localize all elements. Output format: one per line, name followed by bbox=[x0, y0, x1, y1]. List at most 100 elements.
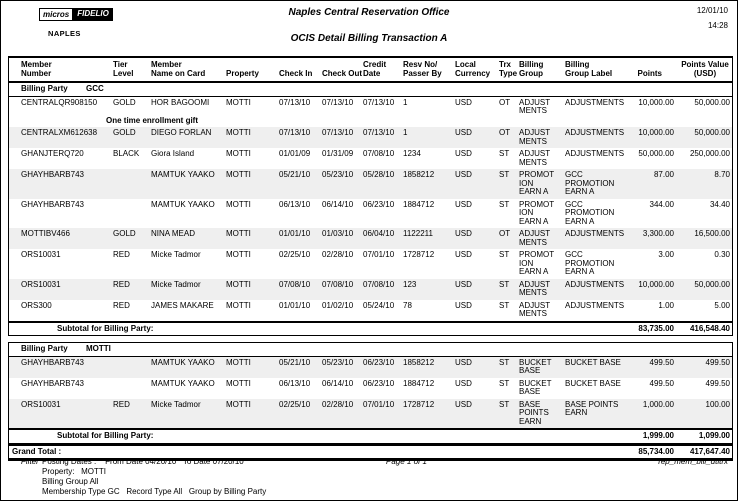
cell-trx-type: OT bbox=[499, 128, 511, 137]
cell-member-number: ORS10031 bbox=[21, 399, 61, 409]
cell-member-name: MAMTUK YAAKO bbox=[151, 378, 215, 388]
print-date: 12/01/10 bbox=[696, 6, 728, 15]
cell-credit-date: 05/24/10 bbox=[363, 300, 395, 310]
cell-billing-group-label: GCC PROMOTION EARN A bbox=[565, 250, 615, 276]
billing-party-section: Billing Party MOTTI GHAYHBARB743 MAMTUK YAA… bbox=[8, 342, 733, 429]
filter-line: Property: MOTTI bbox=[21, 467, 266, 477]
cell-trx-type: ST bbox=[499, 149, 510, 158]
cell-property: MOTTI bbox=[226, 399, 251, 409]
cell-tier-level: RED bbox=[113, 279, 130, 289]
cell-check-in: 07/13/10 bbox=[279, 97, 311, 107]
cell-local-currency: USD bbox=[455, 279, 472, 289]
cell-credit-date: 06/04/10 bbox=[363, 229, 395, 238]
cell-property: MOTTI bbox=[226, 378, 251, 388]
cell-billing-group-label: BUCKET BASE bbox=[565, 378, 621, 388]
billing-party-band: Billing Party GCC bbox=[9, 83, 732, 97]
cell-check-in: 01/01/10 bbox=[279, 300, 311, 310]
table-row: GHAYHBARB743 MAMTUK YAAKO MOTTI 05/21/10 05/… bbox=[9, 356, 732, 378]
filter-text: Membership Type GC Record Type All Group… bbox=[42, 487, 267, 496]
cell-resv-no: 78 bbox=[403, 300, 412, 310]
cell-check-out: 06/14/10 bbox=[322, 378, 354, 388]
cell-billing-group: PROMOT ION EARN A bbox=[519, 199, 555, 226]
cell-check-in: 06/13/10 bbox=[279, 378, 311, 388]
cell-trx-type: ST bbox=[499, 199, 510, 209]
cell-trx-type: ST bbox=[499, 170, 510, 179]
subtotal-points: 83,735.00 bbox=[638, 323, 674, 333]
billing-party-label: Billing Party bbox=[21, 84, 68, 93]
table-row-line: GHAYHBARB743 MAMTUK YAAKO MOTTI 06/13/10 06/… bbox=[9, 378, 732, 397]
report-footer: Filter Posting Dates : From Date 04/20/10… bbox=[1, 451, 737, 499]
cell-billing-group: ADJUST MENTS bbox=[519, 279, 551, 297]
cell-member-number: ORS300 bbox=[21, 300, 52, 310]
cell-property: MOTTI bbox=[226, 279, 251, 289]
report-id: rep_mem_bill_dtltrx bbox=[658, 457, 728, 466]
table-row-line: GHAYHBARB743 MAMTUK YAAKO MOTTI 06/13/10 06/… bbox=[9, 199, 732, 227]
cell-check-out: 05/23/10 bbox=[322, 357, 354, 367]
cell-billing-group: ADJUST MENTS bbox=[519, 128, 551, 146]
cell-tier-level: GOLD bbox=[113, 229, 136, 238]
table-row-line: GHANJTERQ720 BLACK Giora Island MOTTI 01/01/… bbox=[9, 149, 732, 167]
print-time: 14:28 bbox=[707, 21, 728, 30]
cell-points-value: 50,000.00 bbox=[694, 97, 730, 107]
cell-check-in: 01/01/09 bbox=[279, 149, 311, 158]
col-header-check-out: Check Out bbox=[322, 68, 363, 78]
cell-points: 3.00 bbox=[658, 250, 674, 259]
col-header-property: Property bbox=[226, 68, 259, 78]
cell-check-out: 07/13/10 bbox=[322, 97, 354, 107]
cell-credit-date: 07/13/10 bbox=[363, 97, 395, 107]
table-row: MOTTIBV466 GOLD NINA MEAD MOTTI 01/01/10 01/0… bbox=[9, 228, 732, 249]
cell-local-currency: USD bbox=[455, 357, 472, 367]
filter-text: Posting Dates : From Date 04/20/10 To Da… bbox=[42, 457, 244, 466]
grand-total-points-value: 417,647.40 bbox=[689, 446, 730, 456]
cell-check-out: 01/31/09 bbox=[322, 149, 354, 158]
cell-member-name: Micke Tadmor bbox=[151, 399, 201, 409]
cell-member-name: NINA MEAD bbox=[151, 229, 196, 238]
cell-local-currency: USD bbox=[455, 250, 472, 259]
cell-trx-type: ST bbox=[499, 399, 510, 409]
table-row-line: GHAYHBARB743 MAMTUK YAAKO MOTTI 05/21/10 05/… bbox=[9, 357, 732, 376]
cell-credit-date: 07/08/10 bbox=[363, 279, 395, 289]
cell-resv-no: 1884712 bbox=[403, 378, 435, 388]
subtotal-label: Subtotal for Billing Party: bbox=[57, 323, 154, 333]
cell-check-out: 01/02/10 bbox=[322, 300, 354, 310]
cell-points-value: 50,000.00 bbox=[694, 279, 730, 289]
cell-billing-group-label: GCC PROMOTION EARN A bbox=[565, 199, 615, 226]
cell-credit-date: 06/23/10 bbox=[363, 357, 395, 367]
col-header-local-currency: Local Currency bbox=[455, 60, 491, 78]
table-row-line: ORS10031 RED Micke Tadmor MOTTI 02/25/10 02/2… bbox=[9, 250, 732, 277]
filter-line: Filter Posting Dates : From Date 04/20/10… bbox=[21, 457, 266, 467]
cell-tier-level: GOLD bbox=[113, 128, 136, 137]
cell-trx-type: ST bbox=[499, 378, 510, 388]
logo-location-label: NAPLES bbox=[48, 29, 81, 38]
col-header-check-in: Check In bbox=[279, 68, 313, 78]
cell-points-value: 0.30 bbox=[714, 250, 730, 259]
billing-party-band: Billing Party MOTTI bbox=[9, 343, 732, 357]
cell-points-value: 499.50 bbox=[705, 378, 730, 388]
cell-billing-group-label: ADJUSTMENTS bbox=[565, 300, 625, 310]
cell-points: 1,000.00 bbox=[642, 399, 674, 409]
cell-property: MOTTI bbox=[226, 199, 251, 209]
report-table: Member Number Tier Level Member Name on Ca… bbox=[8, 56, 733, 461]
cell-billing-group-label: ADJUSTMENTS bbox=[565, 149, 625, 158]
cell-property: MOTTI bbox=[226, 250, 251, 259]
col-header-trx-type: Trx Type bbox=[499, 60, 518, 78]
col-header-resv-no: Resv No/ Passer By bbox=[403, 60, 442, 78]
cell-credit-date: 06/23/10 bbox=[363, 378, 395, 388]
cell-billing-group: BUCKET BASE bbox=[519, 357, 552, 375]
subtotal-points-value: 416,548.40 bbox=[689, 323, 730, 333]
cell-credit-date: 05/28/10 bbox=[363, 170, 395, 179]
page-info: Page 1 of 1 bbox=[386, 457, 427, 466]
cell-local-currency: USD bbox=[455, 300, 472, 310]
report-header: micros FIDELIO NAPLES Naples Central Rese… bbox=[1, 1, 737, 56]
cell-points: 10,000.00 bbox=[638, 97, 674, 107]
cell-check-in: 07/13/10 bbox=[279, 128, 311, 137]
cell-points: 87.00 bbox=[653, 170, 674, 179]
cell-member-number: GHAYHBARB743 bbox=[21, 378, 84, 388]
cell-tier-level: RED bbox=[113, 300, 130, 310]
cell-member-name: JAMES MAKARE bbox=[151, 300, 214, 310]
cell-member-name: MAMTUK YAAKO bbox=[151, 170, 215, 179]
cell-points-value: 250,000.00 bbox=[689, 149, 730, 158]
cell-billing-group-label: ADJUSTMENTS bbox=[565, 97, 625, 107]
cell-member-name: MAMTUK YAAKO bbox=[151, 199, 215, 209]
cell-member-number: ORS10031 bbox=[21, 250, 61, 259]
